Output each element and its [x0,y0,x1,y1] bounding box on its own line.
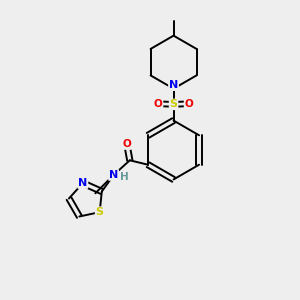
Text: N: N [169,80,178,90]
Text: O: O [184,99,193,109]
Text: N: N [109,170,118,180]
Text: H: H [120,172,129,182]
Text: O: O [122,139,131,149]
Text: O: O [154,99,163,109]
Text: S: S [96,207,104,217]
Text: N: N [78,178,88,188]
Text: S: S [169,99,178,110]
